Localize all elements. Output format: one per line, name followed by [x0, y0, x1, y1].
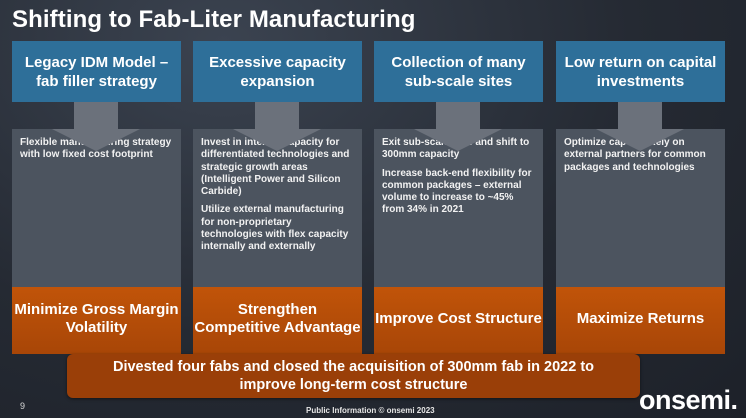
page-number: 9	[20, 401, 26, 411]
down-arrow-shaft	[255, 102, 299, 132]
bullet-text: Increase back-end flexibility for common…	[382, 167, 532, 216]
outcome-box: Strengthen Competitive Advantage	[193, 287, 362, 354]
summary-banner: Divested four fabs and closed the acquis…	[67, 354, 640, 398]
down-arrow-shaft	[74, 102, 118, 132]
slide-title: Shifting to Fab-Liter Manufacturing	[12, 6, 416, 33]
outcome-box: Maximize Returns	[556, 287, 725, 354]
bullet-text: Utilize external manufacturing for non-p…	[201, 204, 349, 253]
onsemi-logo: onsemi.	[639, 385, 738, 415]
column-low-return: Optimize capex – Rely on external partne…	[556, 41, 725, 354]
column-header: Low return on capital investments	[556, 41, 725, 102]
down-arrow-icon	[52, 129, 140, 151]
column-capacity-expansion: Invest in internal capacity for differen…	[193, 41, 362, 354]
down-arrow-icon	[414, 129, 502, 151]
column-header: Legacy IDM Model – fab filler strategy	[12, 41, 181, 102]
column-header: Excessive capacity expansion	[193, 41, 362, 102]
down-arrow-icon	[233, 129, 321, 151]
column-sub-scale-sites: Exit sub-scale fabs and shift to 300mm c…	[374, 41, 543, 354]
down-arrow-shaft	[436, 102, 480, 132]
column-header: Collection of many sub-scale sites	[374, 41, 543, 102]
column-legacy-idm: Flexible manufacturing strategy with low…	[12, 41, 181, 354]
down-arrow-icon	[596, 129, 684, 151]
outcome-box: Minimize Gross Margin Volatility	[12, 287, 181, 354]
down-arrow-shaft	[618, 102, 662, 132]
outcome-box: Improve Cost Structure	[374, 287, 543, 354]
footer-text: Public Information © onsemi 2023	[306, 406, 435, 415]
